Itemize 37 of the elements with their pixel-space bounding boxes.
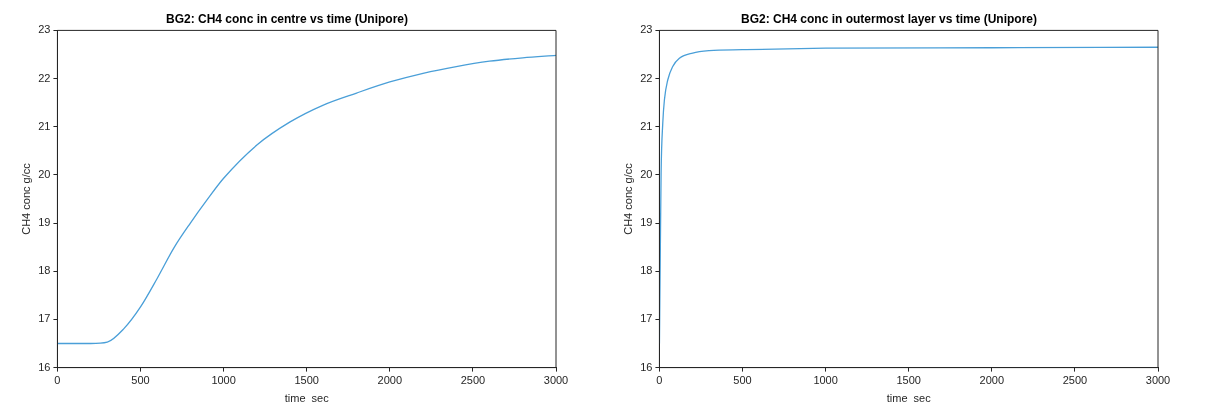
y-tick-label: 20 <box>38 167 51 180</box>
y-tick-label: 22 <box>38 71 51 84</box>
x-tick-label: 2500 <box>1062 374 1088 387</box>
y-tick-label: 22 <box>640 71 653 84</box>
y-axis-title: CH4 conc g/cc <box>621 162 634 235</box>
x-tick-label: 1000 <box>211 374 236 387</box>
chart-title: BG2: CH4 conc in outermost layer vs time (Unipore) <box>740 11 1038 26</box>
y-tick-label: 17 <box>640 312 653 325</box>
chart-title: BG2: CH4 conc in centre vs time (Unipore) <box>165 11 409 26</box>
x-axis-title: time sec <box>886 392 932 405</box>
y-axis-title: CH4 conc g/cc <box>19 162 32 235</box>
x-tick-label: 1500 <box>896 374 921 387</box>
y-tick-label: 19 <box>640 216 653 229</box>
x-tick-label: 0 <box>54 374 61 387</box>
y-tick-label: 21 <box>38 119 51 132</box>
x-tick-label: 500 <box>733 374 752 387</box>
y-tick-label: 18 <box>38 264 51 277</box>
y-tick-label: 18 <box>640 264 653 277</box>
y-tick-label: 21 <box>640 119 653 132</box>
x-tick-label: 1000 <box>813 374 838 387</box>
y-tick-label: 16 <box>640 360 653 373</box>
x-axis-title: time sec <box>284 392 330 405</box>
x-tick-label: 3000 <box>1145 374 1171 387</box>
y-tick-label: 16 <box>38 360 51 373</box>
y-tick-label: 19 <box>38 216 51 229</box>
x-tick-label: 2500 <box>460 374 486 387</box>
x-tick-label: 1500 <box>294 374 319 387</box>
x-tick-label: 3000 <box>543 374 569 387</box>
x-tick-label: 2000 <box>979 374 1005 387</box>
y-tick-label: 20 <box>640 167 653 180</box>
y-tick-label: 23 <box>38 23 51 36</box>
x-tick-label: 2000 <box>377 374 403 387</box>
x-tick-label: 0 <box>656 374 663 387</box>
line-series <box>57 54 556 345</box>
y-tick-label: 23 <box>640 23 653 36</box>
y-tick-label: 17 <box>38 312 51 325</box>
x-tick-label: 500 <box>131 374 150 387</box>
